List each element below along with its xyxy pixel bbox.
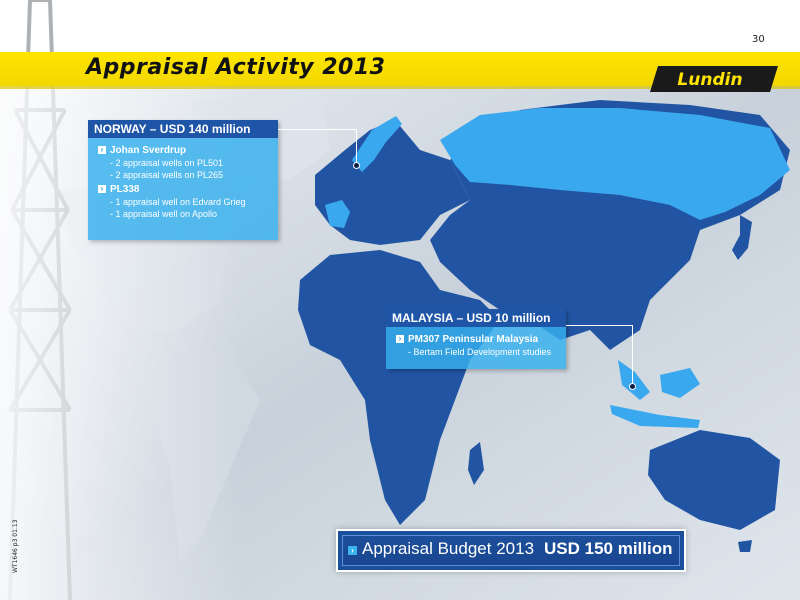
- arrow-right-icon: ›: [348, 546, 357, 555]
- norway-group-johan-sverdrup: › Johan Sverdrup: [98, 144, 272, 157]
- norway-group-pl338: › PL338: [98, 183, 272, 196]
- list-item: - Bertam Field Development studies: [408, 347, 552, 357]
- malaysia-callout-header: MALAYSIA – USD 10 million: [386, 309, 566, 327]
- document-code: WT1646 p3 01.13: [12, 519, 19, 573]
- malaysia-leader-line: [632, 325, 633, 385]
- norway-leader-line: [356, 129, 357, 164]
- list-item: - 2 appraisal wells on PL501: [110, 158, 224, 168]
- group-title: PL338: [110, 184, 140, 195]
- arrow-right-icon: ›: [98, 146, 106, 154]
- norway-leader-line: [278, 129, 356, 130]
- lundin-logo: Lundin: [650, 66, 778, 92]
- group-title: Johan Sverdrup: [110, 145, 187, 156]
- budget-label: Appraisal Budget 2013: [362, 539, 535, 558]
- malaysia-callout-body: › PM307 Peninsular Malaysia - Bertam Fie…: [386, 327, 566, 364]
- arrow-right-icon: ›: [98, 185, 106, 193]
- malaysia-group-pm307: › PM307 Peninsular Malaysia: [396, 333, 560, 346]
- budget-box: › Appraisal Budget 2013 USD 150 million: [336, 529, 686, 572]
- arrow-right-icon: ›: [396, 335, 404, 343]
- malaysia-callout: MALAYSIA – USD 10 million › PM307 Penins…: [386, 309, 566, 369]
- list-item: - 2 appraisal wells on PL265: [110, 170, 224, 180]
- norway-callout-body: › Johan Sverdrup - 2 appraisal wells on …: [88, 138, 278, 226]
- malaysia-leader-line: [566, 325, 632, 326]
- norway-callout-header: NORWAY – USD 140 million: [88, 120, 278, 138]
- norway-callout: NORWAY – USD 140 million › Johan Sverdru…: [88, 120, 278, 240]
- location-dot-icon: [353, 162, 360, 169]
- list-item: - 1 appraisal well on Edvard Grieg: [110, 197, 246, 207]
- svg-text:Lundin: Lundin: [677, 70, 742, 90]
- location-dot-icon: [629, 383, 636, 390]
- budget-amount: USD 150 million: [544, 539, 673, 558]
- slide-title: Appraisal Activity 2013: [86, 55, 386, 80]
- list-item: - 1 appraisal well on Apollo: [110, 209, 218, 219]
- page-number: 30: [752, 34, 765, 45]
- group-title: PM307 Peninsular Malaysia: [408, 334, 539, 345]
